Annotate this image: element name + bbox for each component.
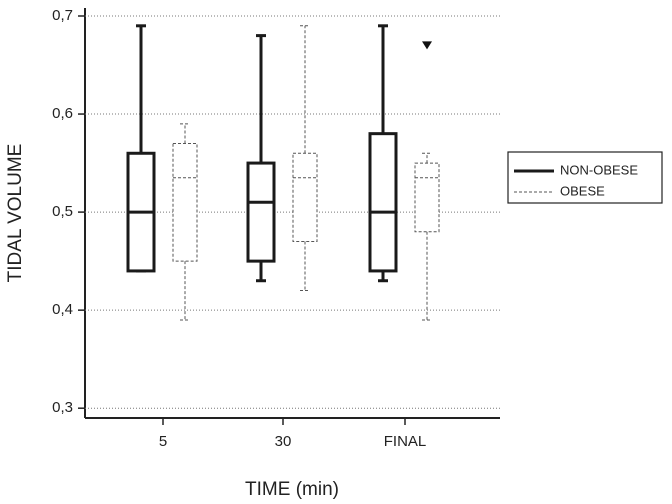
x-tick-label: FINAL (384, 433, 427, 450)
x-axis-title: TIME (min) (245, 479, 339, 500)
box (414, 162, 440, 233)
legend-box (507, 151, 663, 204)
outlier (422, 41, 432, 50)
y-tick-label: 0,4 (52, 301, 73, 318)
y-tick-label: 0,7 (52, 7, 73, 24)
box (292, 152, 318, 243)
legend-label: OBESE (560, 183, 605, 198)
box (368, 132, 398, 273)
x-tick-label: 5 (159, 433, 167, 450)
box (246, 161, 276, 263)
box (172, 142, 198, 262)
y-tick-label: 0,6 (52, 105, 73, 122)
y-tick-label: 0,5 (52, 203, 73, 220)
y-axis-title: TIDAL VOLUME (5, 144, 26, 283)
y-tick-label: 0,3 (52, 399, 73, 416)
legend-label: NON-OBESE (560, 162, 638, 177)
x-tick-label: 30 (275, 433, 292, 450)
